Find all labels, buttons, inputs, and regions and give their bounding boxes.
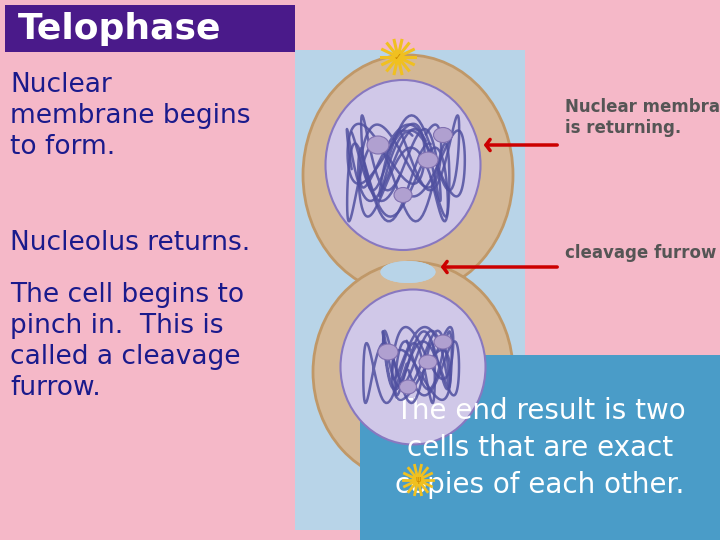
Ellipse shape: [380, 261, 436, 283]
Ellipse shape: [325, 80, 480, 250]
Ellipse shape: [392, 51, 405, 64]
Ellipse shape: [434, 335, 452, 349]
Ellipse shape: [419, 355, 437, 369]
Text: cleavage furrow: cleavage furrow: [565, 244, 716, 262]
Text: The end result is two
cells that are exact
copies of each other.: The end result is two cells that are exa…: [395, 397, 685, 499]
Ellipse shape: [378, 344, 398, 360]
Ellipse shape: [367, 136, 389, 154]
Ellipse shape: [412, 474, 424, 486]
Ellipse shape: [433, 127, 452, 143]
Ellipse shape: [313, 262, 513, 482]
Ellipse shape: [394, 187, 412, 202]
Ellipse shape: [400, 380, 416, 394]
Ellipse shape: [418, 152, 438, 168]
Bar: [5, 5, 295, 52]
Text: Nuclear membrane
is returning.: Nuclear membrane is returning.: [565, 98, 720, 137]
Text: ψ: ψ: [415, 476, 420, 484]
Text: ✓: ✓: [394, 52, 402, 62]
Text: The cell begins to
pinch in.  This is
called a cleavage
furrow.: The cell begins to pinch in. This is cal…: [10, 282, 244, 401]
Text: Telophase: Telophase: [18, 12, 222, 46]
Bar: [360, 355, 720, 540]
Text: Nuclear
membrane begins
to form.: Nuclear membrane begins to form.: [10, 72, 251, 160]
Ellipse shape: [341, 289, 485, 444]
Ellipse shape: [380, 261, 436, 283]
Bar: [295, 50, 525, 530]
Ellipse shape: [303, 55, 513, 295]
Text: Nucleolus returns.: Nucleolus returns.: [10, 230, 251, 256]
